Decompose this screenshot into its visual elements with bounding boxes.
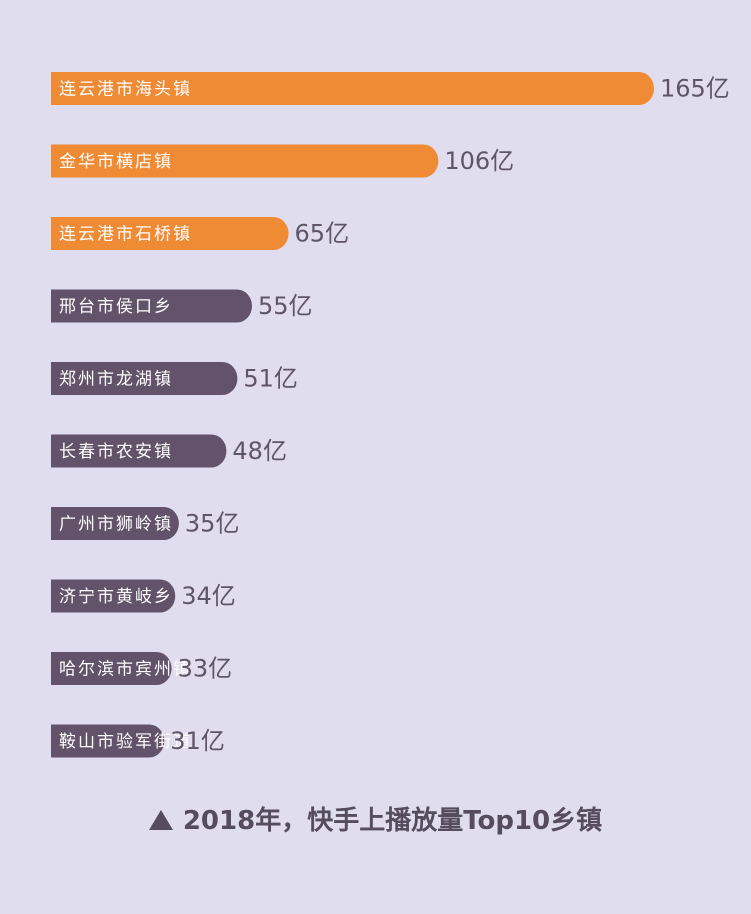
bar-1 [51,72,655,105]
category-label-10: 鞍山市验军街道 [59,732,192,752]
chart-caption: 2018年，快手上播放量Top10乡镇 [0,800,751,837]
category-label-4: 邢台市侯口乡 [59,297,173,317]
value-label-2: 106亿 [444,147,514,175]
category-label-1: 连云港市海头镇 [59,80,192,100]
category-label-6: 长春市农安镇 [59,442,173,462]
category-label-2: 金华市横店镇 [59,152,173,172]
bar-6 [51,434,227,468]
bar-10 [51,724,165,758]
value-label-3: 65亿 [295,220,350,248]
bar-2 [51,144,439,178]
caption-text: 2018年，快手上播放量Top10乡镇 [182,806,603,836]
bar-7 [51,507,179,540]
value-label-5: 51亿 [243,365,298,393]
category-label-5: 郑州市龙湖镇 [59,370,173,390]
bar-9 [51,652,172,685]
value-label-4: 55亿 [258,292,313,320]
bar-8 [51,579,176,613]
category-label-7: 广州市狮岭镇 [59,515,173,535]
value-label-8: 34亿 [181,582,236,610]
value-label-10: 31亿 [170,727,225,755]
value-label-9: 33亿 [178,655,233,683]
bar-5 [51,362,238,395]
value-label-7: 35亿 [185,510,240,538]
bar-4 [51,289,253,323]
value-label-1: 165亿 [660,75,730,103]
category-label-8: 济宁市黄岐乡 [59,587,173,607]
bar-3 [51,217,289,250]
value-label-6: 48亿 [232,437,287,465]
triangle-up-icon [148,810,173,830]
category-label-3: 连云港市石桥镇 [59,225,192,245]
category-label-9: 哈尔滨市宾州镇 [59,660,192,680]
